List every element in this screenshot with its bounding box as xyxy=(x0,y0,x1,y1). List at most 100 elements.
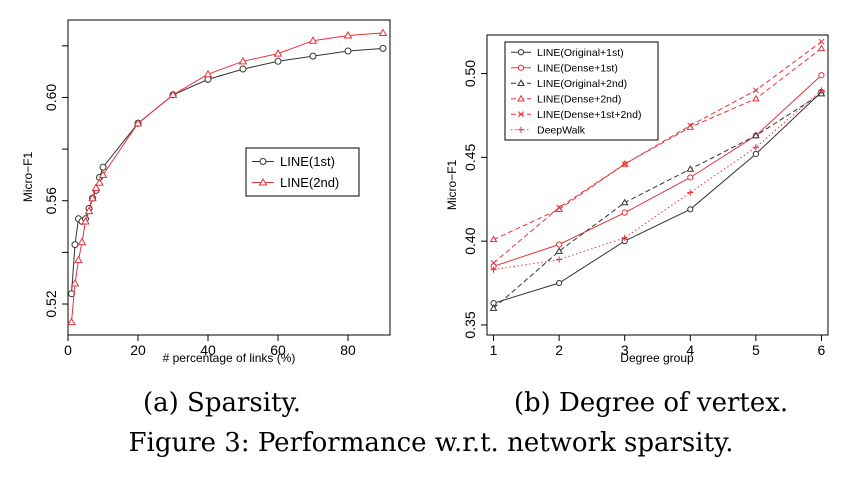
data-point xyxy=(752,131,760,139)
x-tick-label: 6 xyxy=(818,342,826,358)
legend-marker xyxy=(517,79,525,86)
data-point xyxy=(687,206,694,213)
data-point xyxy=(556,256,563,263)
legend: LINE(1st) LINE(2nd) xyxy=(245,147,360,197)
legend-marker xyxy=(258,178,268,186)
y-axis: 0.35 0.40 0.45 0.50 xyxy=(462,60,487,339)
data-point xyxy=(91,183,101,191)
subcaption: (b) Degree of vertex. xyxy=(514,388,788,418)
y-tick-label: 0.35 xyxy=(462,311,478,338)
series-line xyxy=(493,48,822,240)
data-point xyxy=(67,317,76,326)
x-tick-label: 80 xyxy=(340,342,356,358)
data-point xyxy=(133,118,143,127)
data-point xyxy=(239,65,247,73)
data-point xyxy=(273,49,283,57)
legend-marker xyxy=(517,64,525,71)
series-line xyxy=(493,91,822,304)
data-point xyxy=(379,44,387,52)
plot-area xyxy=(67,28,388,326)
legend-marker xyxy=(517,94,525,102)
series-2 xyxy=(489,89,826,311)
data-point xyxy=(88,193,97,202)
x-tick-label: 20 xyxy=(130,342,146,358)
legend-marker xyxy=(259,158,267,165)
data-point xyxy=(309,52,317,60)
y-axis: 0.52 0.56 0.60 xyxy=(43,45,68,318)
x-tick-label: 2 xyxy=(555,342,563,358)
data-point xyxy=(203,69,213,78)
data-point xyxy=(95,178,104,186)
plot-frame xyxy=(486,34,829,336)
data-point-stroke xyxy=(490,259,497,266)
data-point xyxy=(818,87,825,94)
y-axis-label: Micro−F1 xyxy=(21,152,35,203)
data-point xyxy=(620,198,629,206)
data-point xyxy=(489,304,498,311)
data-point xyxy=(556,279,563,287)
y-tick-label: 0.50 xyxy=(462,60,478,87)
data-point xyxy=(274,57,282,65)
legend-label: LINE(2nd) xyxy=(280,175,339,190)
data-point xyxy=(204,75,212,83)
x-tick-label: 1 xyxy=(490,342,498,358)
chart-degree: 1 2 3 4 5 6 0.35 0.40 0.45 0.50 LINE(Original+1s… xyxy=(445,34,829,418)
series-line xyxy=(493,41,822,264)
x-axis: 1 2 3 4 5 6 xyxy=(490,335,826,358)
subcaption: (a) Sparsity. xyxy=(143,388,301,418)
chart-sparsity: 0 20 40 60 80 0.52 0.56 0.60 LINE(1st) LINE(2nd… xyxy=(21,19,391,418)
data-point xyxy=(555,247,563,254)
legend-label: LINE(1st) xyxy=(280,154,335,169)
data-point xyxy=(77,237,87,246)
legend-label: LINE(Dense+2nd) xyxy=(537,94,621,106)
data-point xyxy=(687,122,694,129)
legend-marker-stroke xyxy=(518,111,524,118)
x-axis: 0 20 40 60 80 xyxy=(64,335,356,358)
data-point xyxy=(686,165,695,172)
data-point-stroke xyxy=(687,122,694,129)
data-point xyxy=(99,163,107,171)
data-point xyxy=(343,31,353,39)
x-tick-label: 4 xyxy=(686,342,694,358)
data-point-stroke xyxy=(752,87,759,94)
data-point xyxy=(687,174,694,181)
plot-area xyxy=(489,38,826,311)
legend-label: LINE(Original+2nd) xyxy=(537,78,627,90)
series-line xyxy=(493,74,822,267)
x-axis-label: Degree group xyxy=(620,351,694,365)
series-5 xyxy=(490,87,825,273)
data-point xyxy=(74,255,83,264)
legend: LINE(Original+1st) LINE(Dense+1st) LINE(Or… xyxy=(504,41,659,141)
data-point xyxy=(752,150,759,158)
x-axis-label: # percentage of links (%) xyxy=(163,351,296,365)
data-point xyxy=(378,28,388,36)
legend-label: LINE(Original+1st) xyxy=(537,47,624,59)
series-1 xyxy=(490,72,825,270)
data-point xyxy=(490,266,497,273)
data-point xyxy=(752,94,760,102)
data-point xyxy=(98,170,108,178)
x-tick-label: 60 xyxy=(270,342,286,358)
data-point xyxy=(817,44,826,52)
y-tick-label: 0.45 xyxy=(462,144,478,171)
legend-marker xyxy=(517,126,525,133)
data-point xyxy=(818,38,825,45)
data-point xyxy=(490,259,497,266)
series-0 xyxy=(490,88,825,307)
legend-marker xyxy=(518,111,524,118)
data-point xyxy=(556,204,563,211)
data-point xyxy=(621,161,628,168)
legend-label: DeepWalk xyxy=(537,125,586,137)
y-tick-label: 0.40 xyxy=(462,227,478,254)
series-4 xyxy=(490,38,825,266)
data-point-stroke xyxy=(621,161,628,168)
data-point xyxy=(238,56,248,65)
legend-label: LINE(Dense+1st) xyxy=(537,63,618,75)
data-point xyxy=(687,189,694,196)
data-point xyxy=(308,36,318,44)
data-point xyxy=(71,241,79,249)
x-tick-label: 40 xyxy=(200,342,216,358)
series-1 xyxy=(67,28,388,326)
data-point-stroke xyxy=(556,204,563,211)
data-point xyxy=(752,144,759,151)
